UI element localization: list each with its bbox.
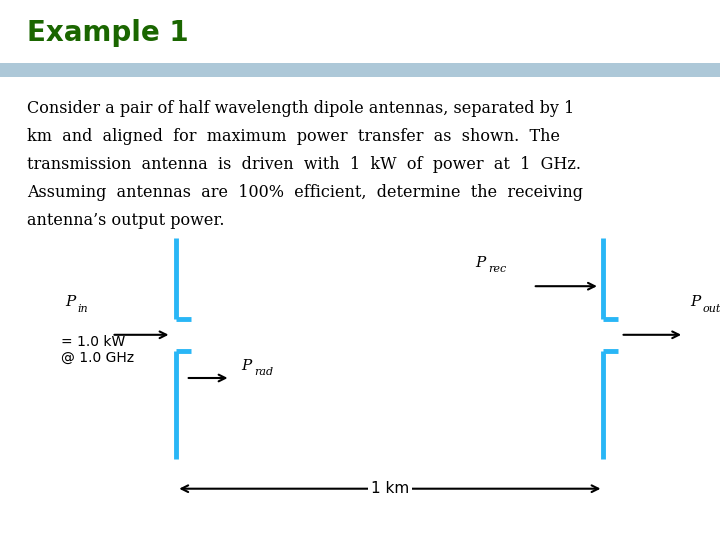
Text: out: out — [703, 304, 720, 314]
Text: rad: rad — [254, 367, 274, 377]
Text: P: P — [241, 359, 251, 373]
Text: P: P — [690, 295, 700, 309]
Text: P: P — [475, 256, 485, 270]
Text: Example 1: Example 1 — [27, 19, 189, 47]
FancyBboxPatch shape — [0, 63, 720, 77]
Text: in: in — [78, 304, 89, 314]
Text: P: P — [65, 295, 75, 309]
Text: = 1.0 kW
@ 1.0 GHz: = 1.0 kW @ 1.0 GHz — [61, 335, 135, 365]
Text: antenna’s output power.: antenna’s output power. — [27, 212, 225, 229]
Text: Consider a pair of half wavelength dipole antennas, separated by 1: Consider a pair of half wavelength dipol… — [27, 100, 575, 117]
Text: transmission  antenna  is  driven  with  1  kW  of  power  at  1  GHz.: transmission antenna is driven with 1 kW… — [27, 156, 581, 173]
Text: rec: rec — [488, 264, 506, 274]
Text: km  and  aligned  for  maximum  power  transfer  as  shown.  The: km and aligned for maximum power transfe… — [27, 128, 560, 145]
Text: Assuming  antennas  are  100%  efficient,  determine  the  receiving: Assuming antennas are 100% efficient, de… — [27, 184, 583, 201]
Text: 1 km: 1 km — [371, 481, 409, 496]
